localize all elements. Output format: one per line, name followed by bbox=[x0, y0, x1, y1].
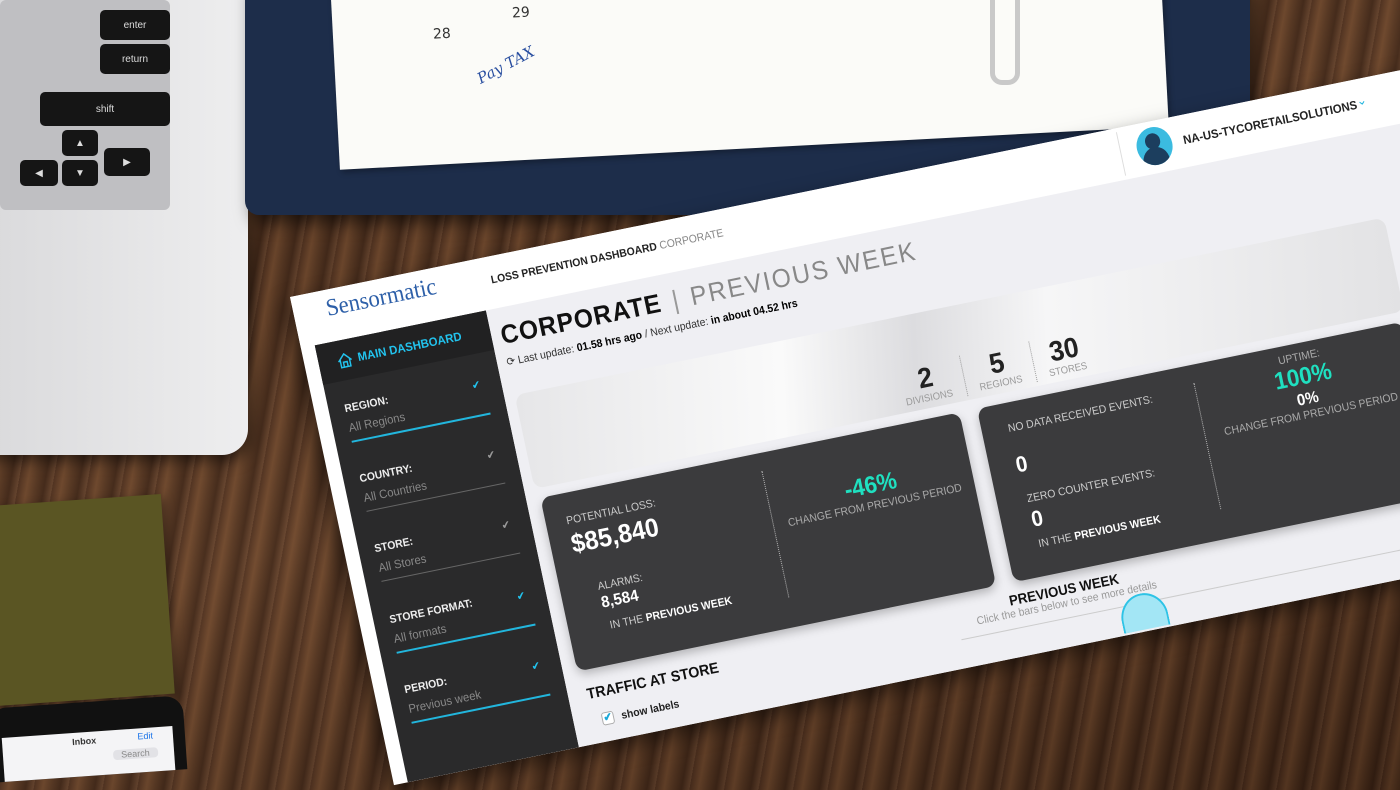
period-bold: PREVIOUS WEEK bbox=[1073, 513, 1162, 543]
show-labels-toggle[interactable]: ✔ show labels bbox=[600, 697, 681, 726]
phone-title: Inbox bbox=[71, 735, 97, 748]
planner-ring bbox=[990, 0, 1020, 85]
stat-divisions: 2 DIVISIONS bbox=[886, 356, 967, 411]
sidebar: MAIN DASHBOARD REGION: ✔ All Regions COUNT… bbox=[314, 310, 579, 783]
no-data-value: 0 bbox=[1013, 450, 1030, 478]
dashboard-screen: Sensormatic LOSS PREVENTION DASHBOARD CO… bbox=[290, 60, 1400, 786]
zero-counter-label: ZERO COUNTER EVENTS: bbox=[1025, 467, 1157, 506]
stat-regions: 5 REGIONS bbox=[958, 341, 1037, 397]
show-labels-checkbox[interactable]: ✔ bbox=[600, 710, 616, 726]
breadcrumb-current: CORPORATE bbox=[658, 227, 725, 253]
main-dashboard-label: MAIN DASHBOARD bbox=[356, 329, 463, 365]
divider bbox=[1115, 132, 1127, 176]
phone-edit: Edit bbox=[137, 730, 154, 742]
country-filter[interactable]: COUNTRY: ✔ All Countries bbox=[358, 445, 506, 512]
date-29: 29 bbox=[511, 4, 531, 22]
handwritten-note: Pay TAX bbox=[474, 42, 538, 88]
title-separator: | bbox=[669, 283, 683, 315]
envelope bbox=[0, 494, 175, 706]
laptop: enter return shift ▲ ◀ ▼ ▶ bbox=[0, 0, 248, 455]
key-enter: enter bbox=[100, 10, 170, 40]
stat-stores: 30 STORES bbox=[1028, 328, 1102, 383]
key-shift: shift bbox=[40, 92, 170, 126]
key-return: return bbox=[100, 44, 170, 74]
period-note: IN THE PREVIOUS WEEK bbox=[1037, 513, 1161, 550]
no-data-label: NO DATA RECEIVED EVENTS: bbox=[1007, 393, 1154, 435]
key-right: ▶ bbox=[104, 148, 150, 176]
show-labels-label: show labels bbox=[620, 697, 681, 722]
key-up: ▲ bbox=[62, 130, 98, 156]
zero-counter-value: 0 bbox=[1028, 504, 1046, 532]
store-format-filter[interactable]: STORE FORMAT: ✔ All formats bbox=[388, 586, 536, 654]
main-dashboard-link[interactable]: MAIN DASHBOARD bbox=[314, 310, 495, 385]
keyboard: enter return shift ▲ ◀ ▼ ▶ bbox=[0, 0, 170, 210]
period-bold: PREVIOUS WEEK bbox=[644, 594, 734, 625]
key-down: ▼ bbox=[62, 160, 98, 186]
phone-search: Search bbox=[112, 747, 158, 761]
loss-change: -46% CHANGE FROM PREVIOUS PERIOD bbox=[780, 454, 964, 529]
region-filter[interactable]: REGION: ✔ All Regions bbox=[344, 375, 491, 443]
avatar[interactable] bbox=[1133, 123, 1177, 169]
date-28: 28 bbox=[432, 25, 452, 43]
period-filter[interactable]: PERIOD: ✔ Previous week bbox=[403, 656, 551, 724]
key-left: ◀ bbox=[20, 160, 58, 186]
traffic-title: TRAFFIC AT STORE bbox=[585, 659, 721, 704]
refresh-icon[interactable]: ⟳ bbox=[505, 355, 517, 369]
period-prefix: IN THE bbox=[608, 612, 645, 632]
phone: Inbox Edit Search bbox=[0, 695, 188, 783]
period-prefix: IN THE bbox=[1037, 531, 1074, 551]
home-icon bbox=[337, 352, 352, 369]
store-filter[interactable]: STORE: ✔ All Stores bbox=[373, 515, 521, 582]
chevron-down-icon[interactable]: ⌄ bbox=[1354, 91, 1369, 109]
last-update-label: Last update: bbox=[516, 343, 576, 367]
uptime-block: UPTIME: 100% 0% CHANGE FROM PREVIOUS PER… bbox=[1205, 333, 1400, 440]
